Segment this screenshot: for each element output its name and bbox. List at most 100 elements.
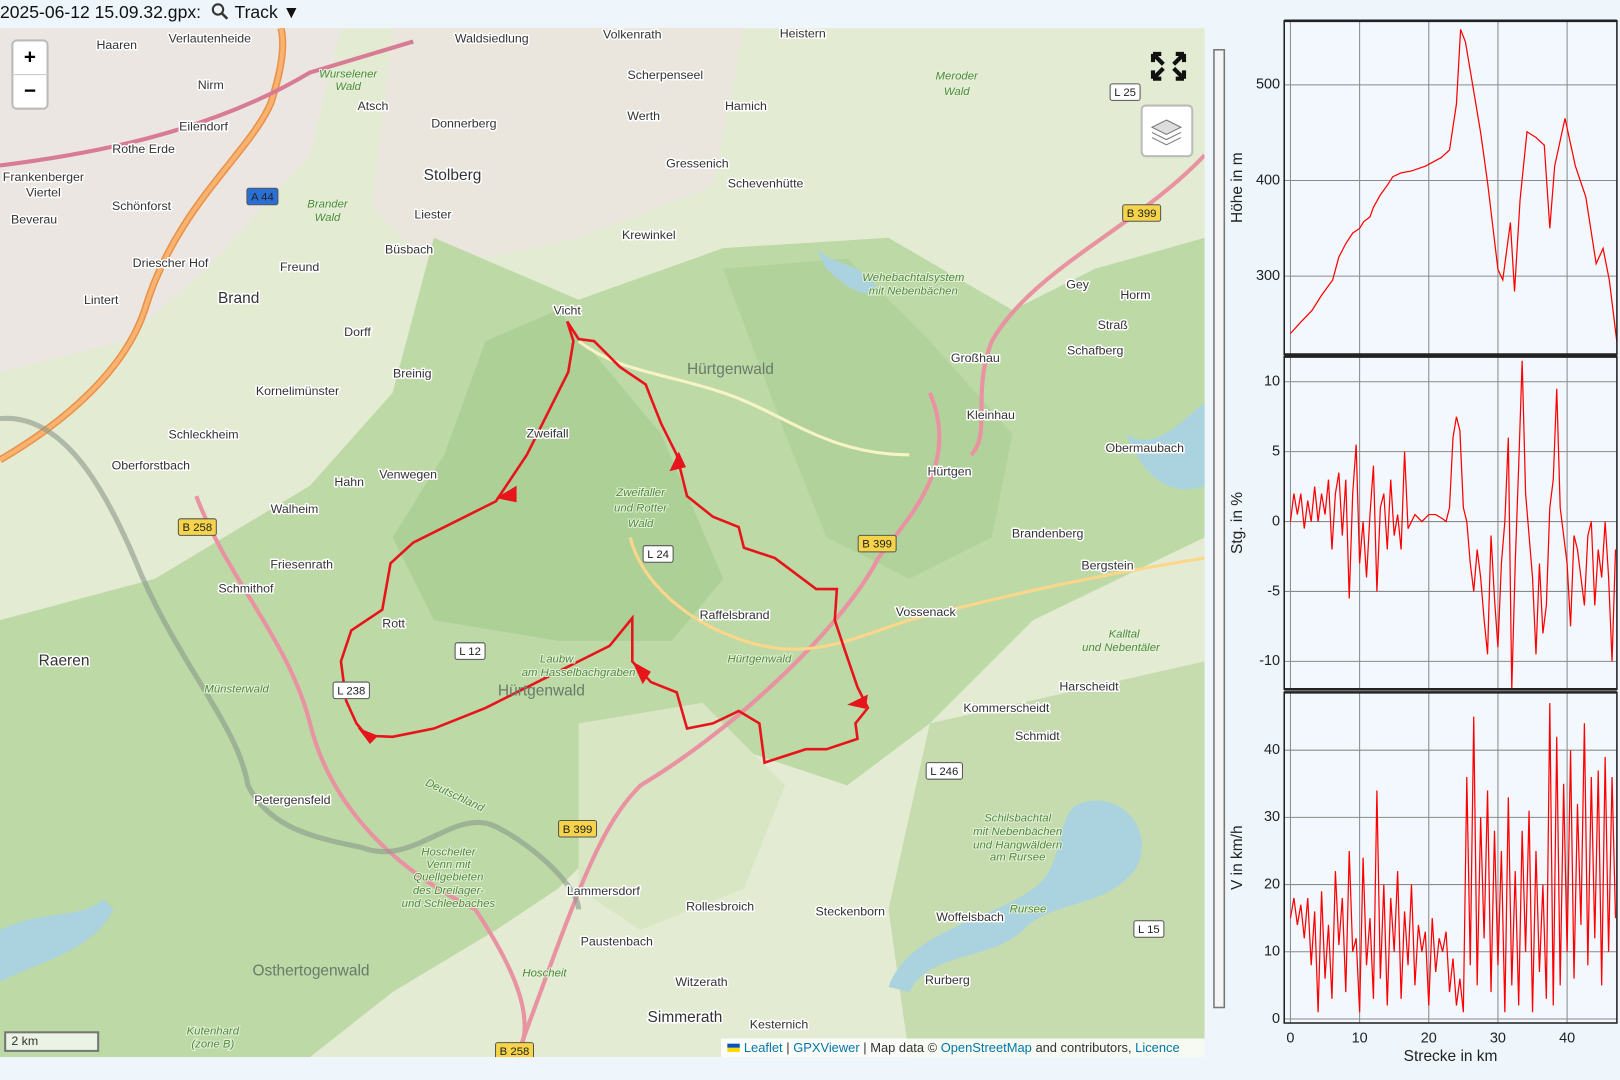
place-label: Breinig [393, 366, 432, 380]
place-label: Krewinkel [622, 228, 676, 242]
place-label: Driescher Hof [133, 256, 209, 270]
gpx-track[interactable] [339, 320, 870, 765]
contributors: and contributors, [1035, 1040, 1131, 1055]
scale-bar: 2 km [4, 1031, 100, 1052]
nature-label: und Nebentäler [1082, 642, 1161, 654]
place-label: Steckenborn [816, 905, 886, 919]
road-shield: B 399 [558, 819, 598, 838]
y-tick-label: 0 [1272, 513, 1280, 529]
nature-label: Venn mit [426, 859, 471, 871]
separator: | [786, 1040, 789, 1055]
fullscreen-button[interactable] [1150, 51, 1187, 81]
place-label: Freund [280, 260, 319, 274]
search-icon[interactable] [211, 3, 229, 20]
place-label: Gey [1066, 278, 1090, 292]
nature-label: Zweifaller [615, 487, 666, 499]
nature-label: (zone B) [191, 1039, 234, 1051]
shield-box [454, 642, 486, 660]
nature-label: Wald [315, 212, 341, 224]
place-label: Gressenich [666, 157, 729, 171]
licence-link[interactable]: Licence [1135, 1040, 1180, 1055]
place-label: Rurberg [925, 973, 970, 987]
place-label: Verlautenheide [168, 32, 251, 46]
shield-box [642, 545, 674, 563]
y-tick-label: 20 [1264, 876, 1280, 892]
road-number: B 258 [500, 1046, 530, 1058]
place-label: Obermaubach [1106, 441, 1185, 455]
y-tick-label: 300 [1256, 268, 1280, 284]
place-label: Dorff [344, 325, 371, 339]
nature-label: mit Nebenbächen [869, 286, 958, 298]
osm-link[interactable]: OpenStreetMap [941, 1040, 1032, 1055]
road-number: L 24 [647, 549, 669, 561]
profile-line [1289, 29, 1618, 343]
place-label: Schleckheim [168, 427, 238, 441]
gpxviewer-link[interactable]: GPXViewer [793, 1040, 860, 1055]
road-shield: L 246 [925, 762, 963, 780]
shield-box [177, 518, 217, 536]
nature-label: Wald [628, 518, 654, 530]
place-label: Volkenrath [603, 28, 662, 42]
zoom-control: + − [11, 39, 49, 110]
y-axis-label: V in km/h [1229, 825, 1246, 890]
place-label: Beverau [11, 213, 57, 227]
place-label: Frankenberger [3, 170, 84, 184]
place-label: Haaren [96, 38, 137, 52]
nature-label: und Rotter [614, 502, 668, 514]
place-label: Lintert [84, 293, 119, 307]
nature-label: Wald [335, 81, 361, 93]
shield-box [1109, 83, 1141, 101]
place-label: Liester [414, 207, 451, 221]
y-tick-label: 40 [1264, 742, 1280, 758]
x-axis-label: Strecke in km [1404, 1048, 1498, 1065]
nature-label: Laubw. [540, 653, 576, 665]
shield-box [1133, 920, 1165, 938]
x-tick-label: 20 [1421, 1030, 1437, 1046]
shield-box [857, 534, 897, 553]
x-tick-label: 10 [1352, 1030, 1368, 1046]
nature-label: Rursee [1010, 903, 1047, 915]
place-label: Eilendorf [179, 120, 228, 134]
place-label: Großhau [951, 351, 1000, 365]
splitter[interactable] [1213, 48, 1226, 1009]
road-number: B 399 [862, 539, 892, 551]
leaflet-link[interactable]: Leaflet [744, 1040, 783, 1055]
road-number: L 246 [930, 766, 958, 778]
nature-label: Schilsbachtal [984, 812, 1051, 824]
place-label: Schmithof [218, 581, 274, 595]
shield-box [495, 1042, 535, 1058]
road-number: B 399 [563, 824, 593, 836]
y-tick-label: -10 [1259, 653, 1280, 669]
place-label: Schmidt [1015, 729, 1060, 743]
road-shield: L 24 [642, 545, 674, 563]
shield-box [925, 762, 963, 780]
y-tick-label: 500 [1256, 77, 1280, 93]
place-label: Büsbach [385, 242, 433, 256]
place-label: Schafberg [1067, 344, 1124, 358]
place-label: Walheim [271, 502, 319, 516]
place-label: Venwegen [379, 468, 437, 482]
zoom-out[interactable]: − [24, 80, 36, 103]
y-tick-label: 10 [1264, 944, 1280, 960]
layers-button[interactable] [1140, 104, 1194, 158]
nature-label: Hoscheiter [421, 847, 477, 859]
map[interactable]: Haaren Verlautenheide Waldsiedlung Volkenra… [0, 27, 1205, 1060]
road-number: L 238 [337, 685, 365, 697]
area-label: Hürtgenwald [687, 361, 774, 378]
area-label: Osthertogenwald [252, 962, 369, 979]
place-label: Donnerberg [431, 116, 496, 130]
road-shield: A 44 [246, 187, 279, 206]
place-label: Vicht [554, 303, 582, 317]
track-menu[interactable]: Track ▼ [235, 2, 300, 22]
attribution-text: Leaflet | GPXViewer | Map data © OpenStr… [744, 1040, 1180, 1055]
place-label: Rothe Erde [112, 142, 175, 156]
map-data: | Map data © [863, 1040, 937, 1055]
nature-label: am Hasselbachgraben [522, 667, 636, 679]
road-number: B 399 [1127, 208, 1157, 220]
place-label: Zweifall [527, 426, 569, 440]
nature-label: Wehebachtalsystem [862, 272, 964, 284]
place-label: Schevenhütte [728, 176, 804, 190]
zoom-in[interactable]: + [24, 45, 36, 68]
place-label: Woffelsbach [936, 910, 1004, 924]
